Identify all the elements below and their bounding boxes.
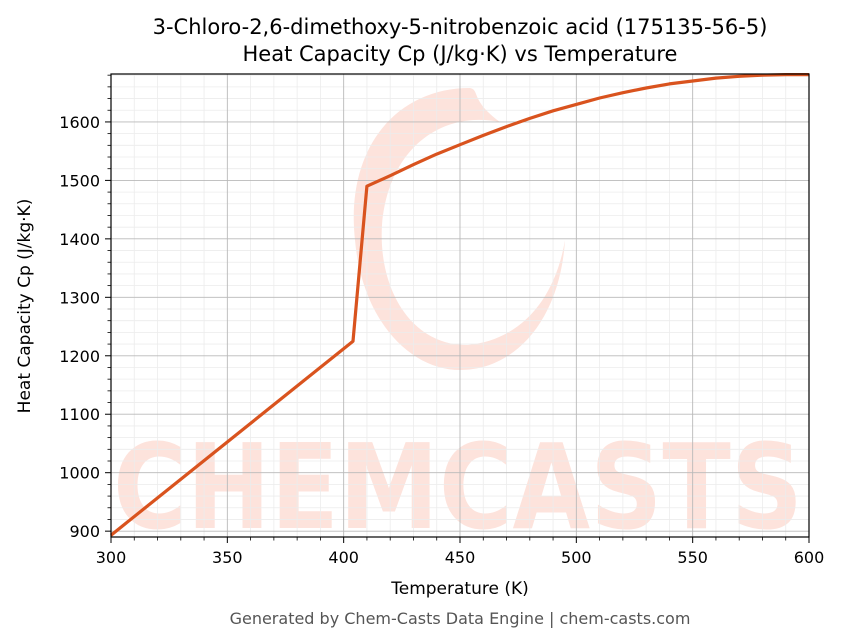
x-tick-label: 300 — [96, 548, 127, 567]
chart-title-line-1: 3-Chloro-2,6-dimethoxy-5-nitrobenzoic ac… — [153, 15, 768, 39]
y-tick-label: 1200 — [59, 347, 100, 366]
y-tick-label: 900 — [69, 522, 100, 541]
y-tick-label: 1400 — [59, 230, 100, 249]
x-axis-label: Temperature (K) — [390, 579, 529, 599]
chart-title-line-2: Heat Capacity Cp (J/kg·K) vs Temperature — [243, 42, 678, 66]
y-tick-label: 1000 — [59, 464, 100, 483]
x-tick-label: 550 — [677, 548, 708, 567]
x-tick-label: 600 — [794, 548, 825, 567]
chemcasts-watermark: CHEMCASTS — [113, 88, 803, 556]
x-tick-label: 450 — [445, 548, 476, 567]
watermark-text: CHEMCASTS — [113, 418, 803, 556]
x-tick-label: 500 — [561, 548, 592, 567]
y-tick-label: 1600 — [59, 113, 100, 132]
x-tick-label: 400 — [328, 548, 359, 567]
x-tick-label: 350 — [212, 548, 243, 567]
footer-credit: Generated by Chem-Casts Data Engine | ch… — [230, 609, 691, 628]
y-tick-label: 1300 — [59, 288, 100, 307]
x-axis-ticks: 300 350 400 450 500 550 600 — [96, 537, 825, 567]
y-tick-label: 1100 — [59, 405, 100, 424]
watermark-swirl-logo — [353, 88, 565, 370]
cp-series-line — [109, 73, 809, 537]
y-axis-ticks: 900 1000 1100 1200 1300 1400 1500 1600 — [59, 74, 111, 541]
y-axis-label: Heat Capacity Cp (J/kg·K) — [15, 199, 35, 414]
y-tick-label: 1500 — [59, 171, 100, 190]
